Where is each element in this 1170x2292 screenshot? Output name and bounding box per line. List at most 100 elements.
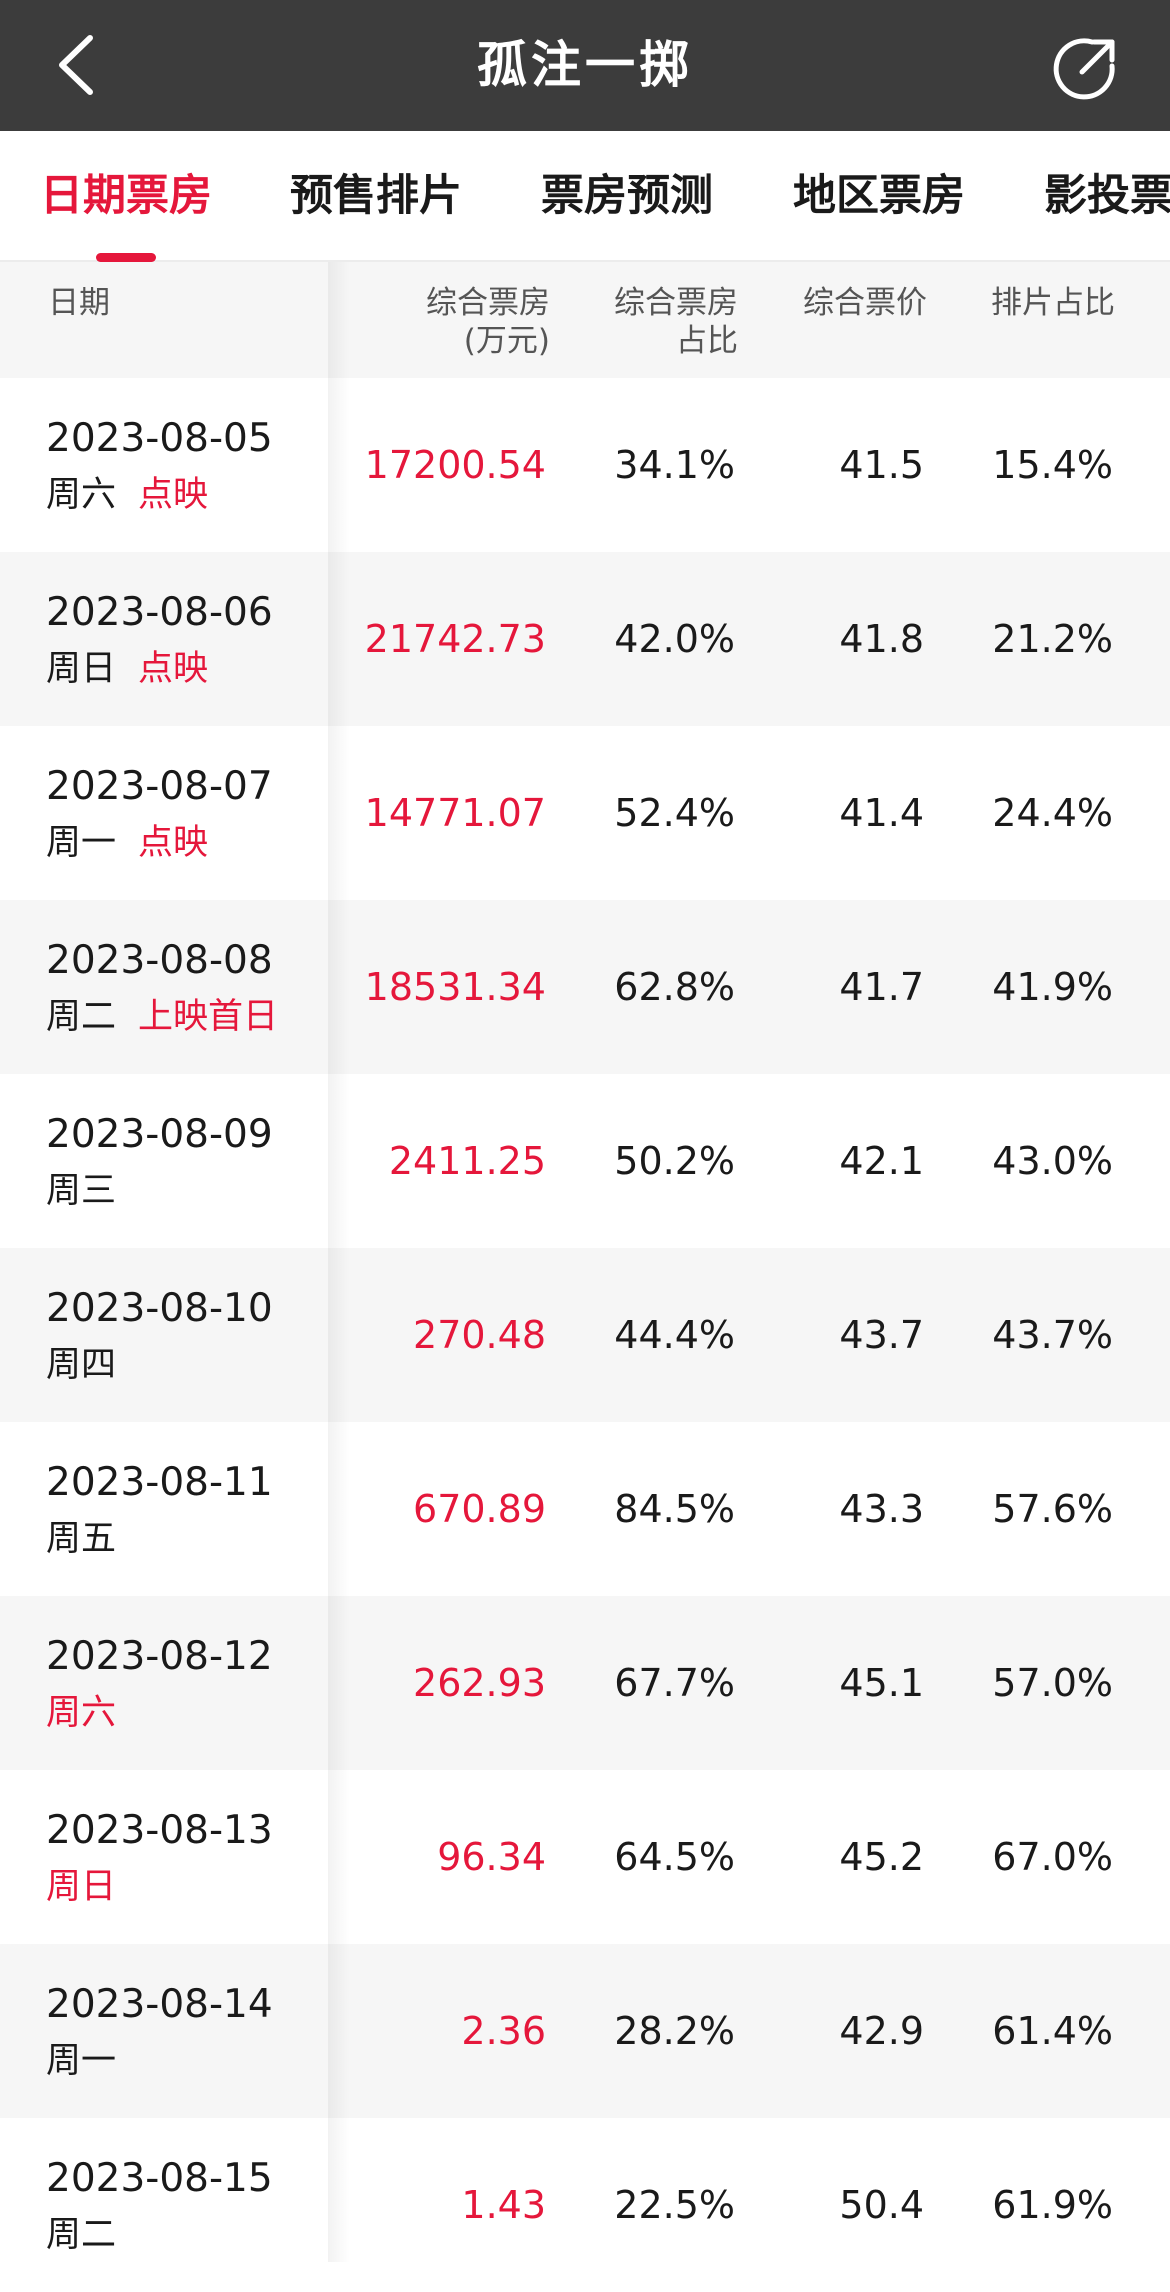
active-tab-indicator [96, 253, 156, 262]
row-box-office: 670.89 [413, 1487, 546, 1531]
table-row[interactable]: 2023-08-15 周二 1.43 22.5% 50.4 61.9% [0, 2118, 1170, 2292]
row-weekday-line: 周日 点映 [46, 640, 208, 691]
row-date: 2023-08-14 [46, 1982, 273, 2027]
row-box-office: 14771.07 [364, 791, 546, 835]
row-weekday: 周二 [46, 997, 117, 1037]
row-avg-price: 42.9 [839, 2009, 924, 2053]
row-avg-price: 50.4 [839, 2183, 924, 2227]
row-box-office-share: 42.0% [614, 617, 735, 661]
row-weekday: 周四 [46, 1345, 117, 1385]
row-weekday-line: 周五 [46, 1510, 116, 1561]
row-weekday: 周五 [46, 1519, 117, 1559]
row-date: 2023-08-07 [46, 764, 273, 809]
row-avg-price: 41.4 [839, 791, 924, 835]
row-release-tag: 点映 [138, 475, 209, 515]
tab-investor[interactable]: 影投票 [1044, 171, 1170, 221]
row-box-office: 1.43 [461, 2183, 546, 2227]
table-row[interactable]: 2023-08-05 周六 点映 17200.54 34.1% 41.5 15.4% [0, 378, 1170, 552]
row-date: 2023-08-11 [46, 1460, 273, 1505]
row-weekday: 周日 [46, 649, 117, 689]
tab-date-box-office[interactable]: 日期票房 [40, 171, 212, 221]
row-release-tag: 点映 [138, 649, 209, 689]
column-header-share-line1: 综合票房 [614, 285, 738, 321]
column-header-box-office-share[interactable]: 综合票房 占比 [614, 284, 738, 360]
back-button[interactable] [48, 30, 108, 100]
row-weekday: 周日 [46, 1867, 117, 1907]
row-box-office-share: 64.5% [614, 1835, 735, 1879]
row-box-office: 17200.54 [364, 443, 546, 487]
row-box-office: 96.34 [437, 1835, 546, 1879]
row-box-office: 2411.25 [388, 1139, 546, 1183]
column-header-box-office[interactable]: 综合票房 (万元) [426, 284, 550, 360]
tab-box-office-forecast[interactable]: 票房预测 [541, 171, 713, 221]
row-date: 2023-08-10 [46, 1286, 273, 1331]
row-avg-price: 43.3 [839, 1487, 924, 1531]
row-weekday-line: 周二 [46, 2206, 116, 2257]
row-weekday-line: 周一 点映 [46, 814, 208, 865]
row-box-office: 18531.34 [364, 965, 546, 1009]
table-row[interactable]: 2023-08-08 周二 上映首日 18531.34 62.8% 41.7 41.9% [0, 900, 1170, 1074]
row-schedule-share: 61.4% [992, 2009, 1113, 2053]
row-box-office-share: 67.7% [614, 1661, 735, 1705]
row-schedule-share: 41.9% [992, 965, 1113, 1009]
row-box-office-share: 28.2% [614, 2009, 735, 2053]
row-box-office: 270.48 [413, 1313, 546, 1357]
row-box-office-share: 34.1% [614, 443, 735, 487]
table-row[interactable]: 2023-08-14 周一 2.36 28.2% 42.9 61.4% [0, 1944, 1170, 2118]
row-schedule-share: 21.2% [992, 617, 1113, 661]
page-title: 孤注一掷 [477, 36, 693, 94]
table-header: 日期 综合票房 (万元) 综合票房 占比 综合票价 排片占比 [0, 262, 1170, 378]
row-schedule-share: 61.9% [992, 2183, 1113, 2227]
share-button[interactable] [1052, 36, 1118, 102]
row-schedule-share: 24.4% [992, 791, 1113, 835]
row-box-office: 262.93 [413, 1661, 546, 1705]
chevron-left-icon [59, 35, 93, 95]
row-schedule-share: 67.0% [992, 1835, 1113, 1879]
row-box-office-share: 44.4% [614, 1313, 735, 1357]
row-release-tag: 点映 [138, 823, 209, 863]
tab-bar: 日期票房 预售排片 票房预测 地区票房 影投票 [0, 131, 1170, 262]
row-avg-price: 41.8 [839, 617, 924, 661]
row-date: 2023-08-05 [46, 416, 273, 461]
row-weekday-line: 周六 [46, 1684, 116, 1735]
row-schedule-share: 57.0% [992, 1661, 1113, 1705]
row-date: 2023-08-06 [46, 590, 273, 635]
column-header-schedule-share[interactable]: 排片占比 [991, 285, 1115, 321]
row-date: 2023-08-12 [46, 1634, 273, 1679]
row-weekday-line: 周四 [46, 1336, 116, 1387]
row-date: 2023-08-09 [46, 1112, 273, 1157]
row-weekday-line: 周日 [46, 1858, 116, 1909]
row-box-office-share: 62.8% [614, 965, 735, 1009]
row-release-tag: 上映首日 [138, 997, 279, 1037]
row-weekday-line: 周三 [46, 1162, 116, 1213]
row-schedule-share: 57.6% [992, 1487, 1113, 1531]
row-box-office-share: 52.4% [614, 791, 735, 835]
row-avg-price: 42.1 [839, 1139, 924, 1183]
table-row[interactable]: 2023-08-07 周一 点映 14771.07 52.4% 41.4 24.4% [0, 726, 1170, 900]
row-weekday-line: 周六 点映 [46, 466, 208, 517]
row-weekday: 周六 [46, 475, 117, 515]
table-row[interactable]: 2023-08-12 周六 262.93 67.7% 45.1 57.0% [0, 1596, 1170, 1770]
column-header-avg-price[interactable]: 综合票价 [803, 285, 927, 321]
table-row[interactable]: 2023-08-11 周五 670.89 84.5% 43.3 57.6% [0, 1422, 1170, 1596]
column-header-date[interactable]: 日期 [48, 285, 110, 321]
row-weekday: 周三 [46, 1171, 117, 1211]
table-row[interactable]: 2023-08-06 周日 点映 21742.73 42.0% 41.8 21.2% [0, 552, 1170, 726]
row-weekday: 周二 [46, 2215, 117, 2255]
tab-presale-schedule[interactable]: 预售排片 [290, 171, 462, 221]
column-header-box-office-line2: (万元) [463, 323, 550, 359]
row-weekday: 周一 [46, 2041, 117, 2081]
row-date: 2023-08-15 [46, 2156, 273, 2201]
table-row[interactable]: 2023-08-10 周四 270.48 44.4% 43.7 43.7% [0, 1248, 1170, 1422]
row-avg-price: 43.7 [839, 1313, 924, 1357]
row-weekday: 周六 [46, 1693, 117, 1733]
row-avg-price: 41.7 [839, 965, 924, 1009]
tab-region-box-office[interactable]: 地区票房 [793, 171, 965, 221]
row-avg-price: 45.2 [839, 1835, 924, 1879]
row-box-office-share: 50.2% [614, 1139, 735, 1183]
column-header-box-office-line1: 综合票房 [426, 285, 550, 321]
column-header-share-line2: 占比 [676, 323, 738, 359]
share-icon [1053, 38, 1115, 100]
table-row[interactable]: 2023-08-09 周三 2411.25 50.2% 42.1 43.0% [0, 1074, 1170, 1248]
table-row[interactable]: 2023-08-13 周日 96.34 64.5% 45.2 67.0% [0, 1770, 1170, 1944]
